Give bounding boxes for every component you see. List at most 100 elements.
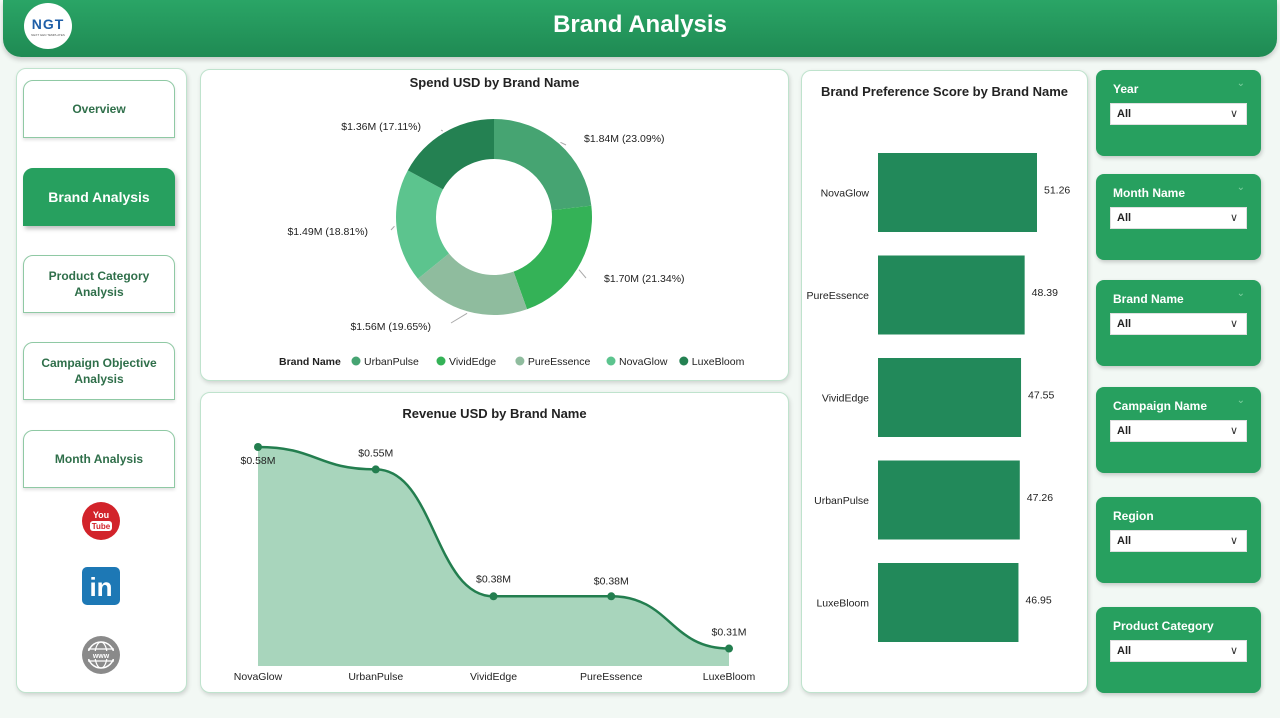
slicer-label: Month Name (1113, 186, 1185, 200)
bar-pureessence (878, 255, 1025, 335)
chevron-down-icon[interactable]: ⌄ (1236, 78, 1245, 89)
slicer-label: Brand Name (1113, 292, 1184, 306)
donut-slice-pureessence (417, 253, 528, 315)
bar-category-label: VividEdge (822, 393, 869, 405)
revenue-area-chart: $0.58M NovaGlow $0.55M UrbanPulse $0.38M Vivi… (234, 443, 756, 683)
product-category-dropdown[interactable]: All ∨ (1110, 640, 1247, 662)
logo-subtext: NEXT GEN TEMPLATES (31, 32, 65, 37)
legend-marker (515, 356, 525, 366)
slicer-label: Year (1113, 82, 1139, 96)
legend-marker (679, 356, 689, 366)
area-data-label: $0.58M (240, 455, 275, 467)
chevron-down-icon: ∨ (1229, 212, 1238, 224)
slicer-value: All (1117, 535, 1132, 547)
campaign-name-slicer: Campaign Name ⌄ All ∨ (1096, 387, 1261, 473)
slicer-label: Campaign Name (1113, 399, 1208, 413)
area-line (257, 445, 730, 650)
nav-button-brand-analysis[interactable]: Brand Analysis (23, 168, 175, 226)
legend-item: LuxeBloom (692, 356, 745, 368)
donut-leader-line (450, 312, 468, 324)
slicer-label: Region (1113, 509, 1154, 523)
bar-data-label: 46.95 (1025, 595, 1051, 607)
legend-marker (351, 356, 361, 366)
bar-luxebloom (878, 563, 1019, 642)
logo-text: NGT (31, 15, 65, 32)
company-logo[interactable]: NGT NEXT GEN TEMPLATES (24, 3, 72, 49)
area-point (725, 644, 733, 653)
month-name-dropdown[interactable]: All ∨ (1110, 207, 1247, 229)
chevron-down-icon[interactable]: ⌄ (1236, 288, 1245, 299)
region-slicer: Region All ∨ (1096, 497, 1261, 583)
brand-name-dropdown[interactable]: All ∨ (1110, 313, 1247, 335)
chevron-down-icon[interactable]: ⌄ (1236, 182, 1245, 193)
chevron-down-icon[interactable]: ⌄ (1236, 395, 1245, 406)
donut-slice-urbanpulse (494, 119, 592, 211)
nav-label: Overview (72, 102, 126, 116)
bar-data-label: 48.39 (1032, 287, 1058, 299)
area-x-tick: LuxeBloom (703, 671, 756, 683)
region-dropdown[interactable]: All ∨ (1110, 530, 1247, 552)
area-data-label: $0.55M (358, 447, 393, 459)
nav-label: Product Category Analysis (48, 269, 150, 299)
slicer-value: All (1117, 108, 1132, 120)
header-bar: NGT NEXT GEN TEMPLATES Brand Analysis (3, 0, 1277, 57)
donut-data-label: $1.36M (17.11%) (341, 121, 421, 133)
legend-item: NovaGlow (619, 356, 668, 368)
page-title: Brand Analysis (553, 11, 727, 38)
bar-category-label: LuxeBloom (816, 598, 869, 610)
campaign-name-dropdown[interactable]: All ∨ (1110, 420, 1247, 442)
month-name-slicer: Month Name ⌄ All ∨ (1096, 174, 1261, 260)
area-point (489, 592, 498, 601)
revenue-by-brand-panel: Revenue USD by Brand Name $0.58M NovaGlow… (200, 392, 789, 693)
donut-leader-line (390, 225, 395, 231)
nav-button-campaign-objective-analysis[interactable]: Campaign Objective Analysis (23, 342, 175, 400)
bar-urbanpulse (878, 460, 1020, 540)
preference-score-panel: Brand Preference Score by Brand Name Nov… (801, 70, 1088, 693)
donut-data-label: $1.70M (21.34%) (604, 273, 685, 285)
donut-data-label: $1.84M (23.09%) (584, 133, 665, 145)
slicer-value: All (1117, 212, 1132, 224)
donut-data-label: $1.56M (19.65%) (350, 321, 431, 333)
area-x-tick: VividEdge (470, 671, 517, 683)
bar-novaglow (878, 153, 1037, 232)
donut-leader-line (578, 269, 587, 279)
donut-leader-line (440, 129, 444, 132)
area-x-tick: NovaGlow (234, 671, 283, 683)
website-icon[interactable]: www (81, 635, 121, 675)
area-point (371, 465, 380, 474)
brand-name-slicer: Brand Name ⌄ All ∨ (1096, 280, 1261, 366)
spend-donut-chart: $1.84M (23.09%) $1.70M (21.34%) $1.56M (19… (279, 119, 745, 368)
donut-slice-vividedge (513, 205, 592, 310)
chevron-down-icon: ∨ (1229, 645, 1238, 657)
bar-category-label: UrbanPulse (814, 495, 869, 507)
chevron-down-icon: ∨ (1229, 318, 1238, 330)
area-data-label: $0.38M (476, 573, 511, 585)
chevron-down-icon: ∨ (1229, 425, 1238, 437)
legend-marker (436, 356, 446, 366)
slicer-value: All (1117, 645, 1132, 657)
nav-label: Brand Analysis (48, 189, 150, 205)
chevron-down-icon: ∨ (1229, 108, 1238, 120)
linkedin-text: in (89, 572, 112, 602)
nav-button-month-analysis[interactable]: Month Analysis (23, 430, 175, 488)
youtube-icon[interactable]: You Tube (81, 501, 121, 541)
donut-leader-line (560, 141, 567, 146)
youtube-text-you: You (93, 510, 109, 520)
area-point (254, 443, 262, 451)
bar-category-label: PureEssence (807, 290, 870, 302)
donut-slice-luxebloom (407, 119, 494, 190)
area-x-tick: UrbanPulse (348, 671, 403, 683)
slicer-label: Product Category (1113, 619, 1214, 633)
spend-chart-title: Spend USD by Brand Name (409, 75, 580, 90)
nav-button-overview[interactable]: Overview (23, 80, 175, 138)
revenue-chart-title: Revenue USD by Brand Name (402, 406, 587, 421)
legend-item: UrbanPulse (364, 356, 419, 368)
nav-button-product-category-analysis[interactable]: Product Category Analysis (23, 255, 175, 313)
bar-data-label: 51.26 (1044, 185, 1070, 197)
year-dropdown[interactable]: All ∨ (1110, 103, 1247, 125)
product-category-slicer: Product Category All ∨ (1096, 607, 1261, 693)
linkedin-icon[interactable]: in (81, 566, 121, 606)
area-point (607, 592, 616, 601)
chevron-down-icon: ∨ (1229, 535, 1238, 547)
legend-item: VividEdge (449, 356, 496, 368)
